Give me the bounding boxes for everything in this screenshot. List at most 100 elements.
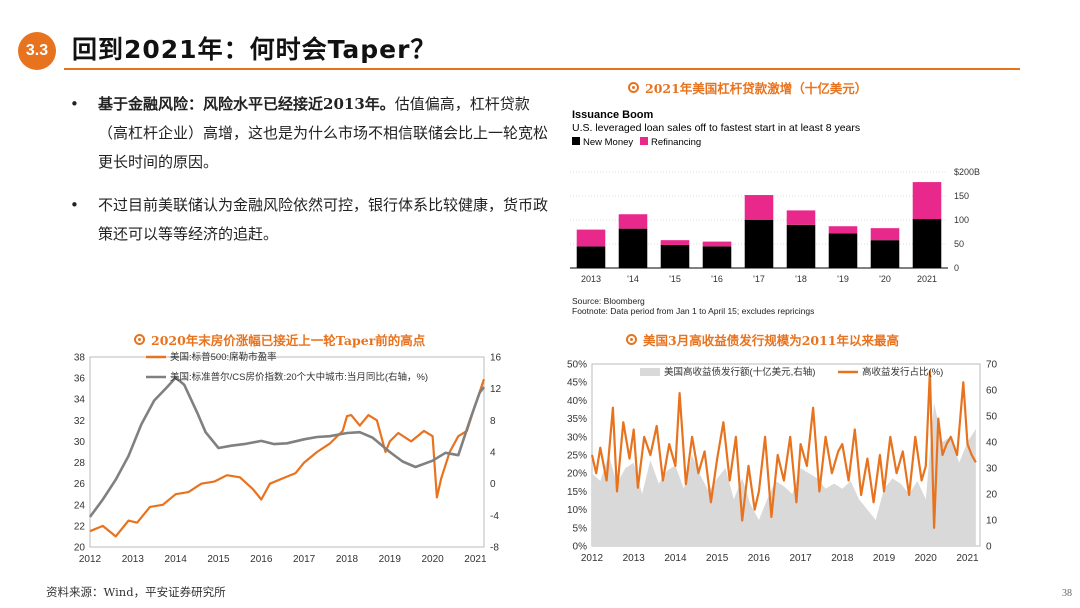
x-tick-label: '14	[627, 274, 639, 284]
bar-new-money	[870, 240, 900, 268]
left-tick-label: 24	[74, 500, 86, 511]
x-tick-label: '19	[837, 274, 849, 284]
x-tick-label: 2021	[464, 554, 487, 565]
source-note: 资料来源：Wind，平安证券研究所	[46, 585, 226, 599]
leveraged-loan-chart: Issuance Boom U.S. leveraged loan sales …	[570, 109, 980, 316]
x-tick-label: 2020	[915, 553, 938, 564]
area-series	[592, 403, 976, 546]
bullet-item-2: 不过目前美联储认为金融风险依然可控，银行体系比较健康，货币政策还可以等等经济的追…	[70, 191, 550, 249]
legend-swatch	[640, 368, 660, 376]
bar-new-money	[744, 220, 774, 268]
plot-frame	[89, 356, 485, 548]
chart-source: Source: Bloomberg	[572, 296, 645, 306]
right-tick-label: 60	[986, 386, 998, 397]
right-tick-label: -4	[490, 511, 499, 522]
loans-chart-title: 2021年美国杠杆贷款激增（十亿美元）	[628, 78, 867, 97]
bar-new-money	[786, 224, 816, 268]
line-series	[590, 370, 977, 529]
left-tick-label: 0%	[573, 542, 588, 553]
y-tick-label: 50	[954, 239, 964, 249]
high-yield-chart: 0% 5% 10% 15% 20% 25% 30% 35% 40% 45% 50% 0 10 20 30 40…	[567, 360, 998, 565]
legend-label: Refinancing	[651, 137, 701, 148]
x-tick-label: 2017	[789, 553, 812, 564]
bullet-list: 基于金融风险：风险水平已经接近2013年。估值偏高，杠杆贷款（高杠杆企业）高增，…	[70, 90, 550, 263]
right-tick-label: 50	[986, 412, 998, 423]
right-tick-label: 0	[490, 479, 496, 490]
left-tick-label: 50%	[567, 360, 587, 371]
left-tick-label: 45%	[567, 378, 587, 389]
legend-label: New Money	[583, 137, 633, 148]
bar-refinancing	[744, 195, 774, 220]
legend-swatch	[640, 137, 648, 145]
left-tick-label: 30	[74, 437, 86, 448]
left-tick-label: 5%	[573, 523, 588, 534]
right-tick-label: 16	[490, 353, 502, 364]
right-tick-label: 12	[490, 384, 502, 395]
left-tick-label: 28	[74, 458, 86, 469]
right-tick-label: 40	[986, 438, 998, 449]
right-tick-label: 0	[986, 542, 992, 553]
x-tick-label: 2013	[581, 274, 601, 284]
right-tick-label: 4	[490, 448, 496, 459]
left-tick-label: 30%	[567, 432, 587, 443]
x-tick-label: 2013	[623, 553, 646, 564]
x-tick-label: 2019	[379, 554, 402, 565]
x-tick-label: '15	[669, 274, 681, 284]
x-tick-label: '17	[753, 274, 765, 284]
y-tick-label: 100	[954, 215, 969, 225]
bullet-bold: 基于金融风险：风险水平已经接近2013年。	[98, 95, 395, 113]
legend-label: 美国:标普500:席勒市盈率	[170, 351, 277, 363]
right-tick-label: 8	[490, 416, 496, 427]
left-tick-label: 15%	[567, 487, 587, 498]
chart-subtitle: U.S. leveraged loan sales off to fastest…	[572, 122, 860, 134]
x-tick-label: 2013	[122, 554, 145, 565]
bar-refinancing	[912, 182, 942, 220]
housing-chart-title: 2020年末房价涨幅已接近上一轮Taper前的高点	[134, 330, 425, 349]
left-tick-label: 10%	[567, 505, 587, 516]
x-tick-label: 2015	[207, 554, 230, 565]
right-tick-label: 10	[986, 516, 998, 527]
x-tick-label: 2021	[956, 553, 979, 564]
bar-new-money	[576, 246, 606, 268]
right-tick-label: 30	[986, 464, 998, 475]
bar-new-money	[702, 246, 732, 268]
x-tick-label: 2012	[581, 553, 604, 564]
bar-new-money	[618, 228, 648, 268]
bullet-circle-icon	[628, 82, 639, 93]
bar-refinancing	[660, 240, 690, 245]
left-tick-label: 40%	[567, 396, 587, 407]
legend-label: 美国高收益债发行额(十亿美元,右轴)	[664, 366, 815, 378]
bar-refinancing	[828, 226, 858, 234]
hy-chart-title: 美国3月高收益债发行规模为2011年以来最高	[626, 330, 899, 349]
left-tick-label: 25%	[567, 451, 587, 462]
left-tick-label: 36	[74, 374, 86, 385]
x-tick-label: 2019	[873, 553, 896, 564]
x-tick-label: 2016	[250, 554, 273, 565]
legend-swatch	[572, 137, 580, 145]
line-series	[88, 376, 486, 518]
section-badge: 3.3	[18, 32, 56, 70]
left-tick-label: 34	[74, 395, 86, 406]
y-tick-label: $200B	[954, 167, 980, 177]
left-tick-label: 26	[74, 479, 86, 490]
x-tick-label: 2014	[664, 553, 687, 564]
bullet-item-1: 基于金融风险：风险水平已经接近2013年。估值偏高，杠杆贷款（高杠杆企业）高增，…	[70, 90, 550, 177]
bullet-text: 估值偏高，杠杆贷款（高杠杆企业）高增，这也是为什么市场不相信联储会比上一轮宽松更…	[98, 95, 549, 171]
bullet-text: 不过目前美联储认为金融风险依然可控，银行体系比较健康，货币政策还可以等等经济的追…	[98, 196, 549, 243]
x-tick-label: 2014	[165, 554, 188, 565]
housing-cape-chart: 20 22 24 26 28 30 32 34 36 38 -8 -4 0 4 8 12 16 2012 2013 2…	[74, 351, 502, 565]
page-title: 回到2021年：何时会Taper？	[72, 35, 437, 64]
page-number: 38	[1062, 588, 1072, 599]
bar-refinancing	[702, 241, 732, 247]
left-tick-label: 20%	[567, 469, 587, 480]
left-tick-label: 22	[74, 521, 86, 532]
y-tick-label: 150	[954, 191, 969, 201]
legend-label: 高收益发行占比(%)	[862, 366, 943, 378]
bar-refinancing	[870, 228, 900, 241]
x-tick-label: 2018	[336, 554, 359, 565]
left-tick-label: 32	[74, 416, 86, 427]
x-tick-label: '20	[879, 274, 891, 284]
left-tick-label: 35%	[567, 414, 587, 425]
right-tick-label: 20	[986, 490, 998, 501]
legend-label: 美国:标准普尔/CS房价指数:20个大中城市:当月同比(右轴，%)	[170, 371, 428, 383]
